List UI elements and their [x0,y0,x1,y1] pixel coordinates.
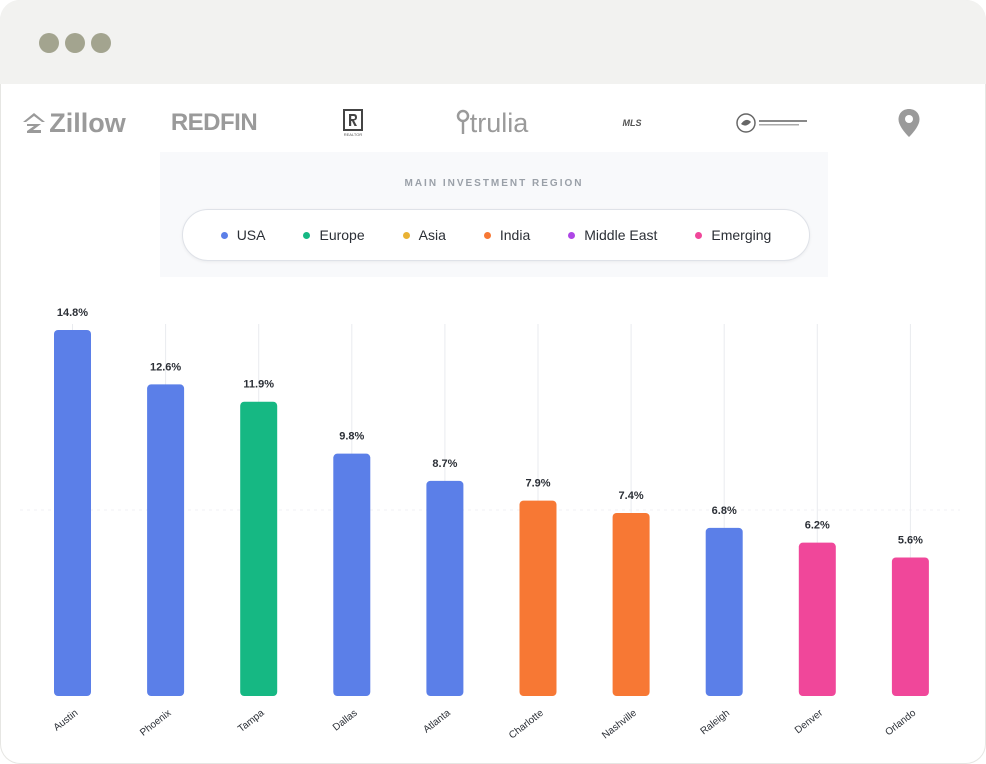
x-tick-label: Charlotte [507,707,546,741]
data-label: 11.9% [243,379,274,391]
realtor-logo-text: REALTOR [343,132,363,137]
bar-orlando[interactable] [891,557,929,696]
window-dot-3[interactable] [91,33,111,53]
legend-label: Asia [418,227,446,243]
data-label: 7.4% [619,490,644,502]
legend-dot [220,231,228,239]
legend-item-usa[interactable]: USA [220,227,266,243]
seal-logo-icon [736,113,807,133]
legend-dot [402,231,410,239]
bar-phoenix[interactable] [147,384,185,696]
bar-chart: 14.8% Austin 12.6% Phoenix 11.9% Tampa 9.8% Dal… [0,290,986,764]
x-tick-label: Denver [793,707,826,736]
legend-item-india[interactable]: India [483,227,531,243]
redfin-logo: REDFIN [168,100,260,146]
seal-logo [734,100,812,146]
trulia-logo: trulia [450,100,534,146]
bar-atlanta[interactable] [426,480,464,696]
legend-label: Middle East [584,227,658,243]
x-tick-label: Nashville [600,707,639,741]
bar-austin[interactable] [54,330,91,696]
window-dot-2[interactable] [65,33,85,53]
bar-chart-svg: 14.8% Austin 12.6% Phoenix 11.9% Tampa 9.8% Dal… [20,307,960,741]
legend-label: India [499,227,531,243]
legend-dot [568,231,576,239]
legend-item-middle-east[interactable]: Middle East [568,227,657,243]
redfin-logo-text: REDFIN [170,109,258,136]
x-tick-label: Phoenix [138,708,173,739]
bar-tampa[interactable] [240,401,278,696]
legend-dot [483,231,491,239]
data-label: 7.9% [525,478,550,490]
title-bar [0,0,986,84]
legend-item-emerging[interactable]: Emerging [695,227,771,243]
data-label: 12.6% [150,361,181,373]
x-tick-label: Raleigh [699,708,733,738]
legend-label: Emerging [711,227,772,243]
window-dot-1[interactable] [39,33,59,53]
data-label: 9.8% [339,431,364,443]
location-logo [894,100,924,146]
trulia-pin-icon [456,109,469,134]
legend-dot [695,231,703,239]
realtor-r-icon [343,109,363,131]
zillow-logo: Zillow [18,100,130,146]
legend: USA Europe Asia India Middle East Emerging [182,209,810,261]
x-tick-label: Orlando [883,707,918,738]
legend-dot [303,231,311,239]
bar-raleigh[interactable] [705,527,743,696]
trulia-logo-text: trulia [469,107,529,138]
x-tick-label: Dallas [331,708,360,734]
zillow-house-icon [23,113,46,133]
bar-charlotte[interactable] [519,500,557,696]
partner-logos: Zillow REDFIN REALTOR trulia MLS [0,100,986,146]
data-label: 14.8% [57,307,88,319]
data-label: 8.7% [432,458,457,470]
bar-denver[interactable] [798,542,836,696]
zillow-logo-text: Zillow [49,107,126,138]
legend-item-asia[interactable]: Asia [402,227,446,243]
data-label: 5.6% [898,535,923,547]
legend-panel: MAIN INVESTMENT REGION USA Europe Asia Indi… [160,152,828,277]
mls-logo-text: MLS [622,118,642,128]
x-tick-label: Atlanta [421,707,453,735]
realtor-logo: REALTOR [338,100,368,146]
x-tick-label: Austin [52,708,81,734]
bar-dallas[interactable] [333,453,371,696]
x-tick-label: Tampa [236,707,267,734]
legend-label: USA [236,227,266,243]
legend-title: MAIN INVESTMENT REGION [404,178,584,189]
legend-item-europe[interactable]: Europe [303,227,365,243]
data-label: 6.8% [712,505,737,517]
data-label: 6.2% [805,520,830,532]
bar-nashville[interactable] [612,513,650,696]
legend-label: Europe [319,227,365,243]
map-pin-icon [898,109,920,137]
mls-logo: MLS [612,100,652,146]
